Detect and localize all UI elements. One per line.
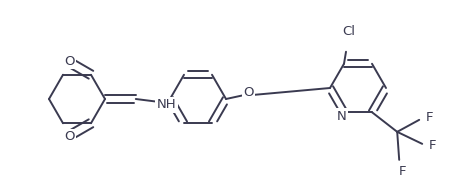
Text: O: O <box>64 130 75 143</box>
Text: N: N <box>336 110 346 123</box>
Text: O: O <box>64 55 75 68</box>
Text: O: O <box>243 86 253 100</box>
Text: F: F <box>427 139 435 152</box>
Text: Cl: Cl <box>342 25 355 38</box>
Text: F: F <box>425 111 432 124</box>
Text: F: F <box>397 165 405 178</box>
Text: NH: NH <box>157 99 176 112</box>
